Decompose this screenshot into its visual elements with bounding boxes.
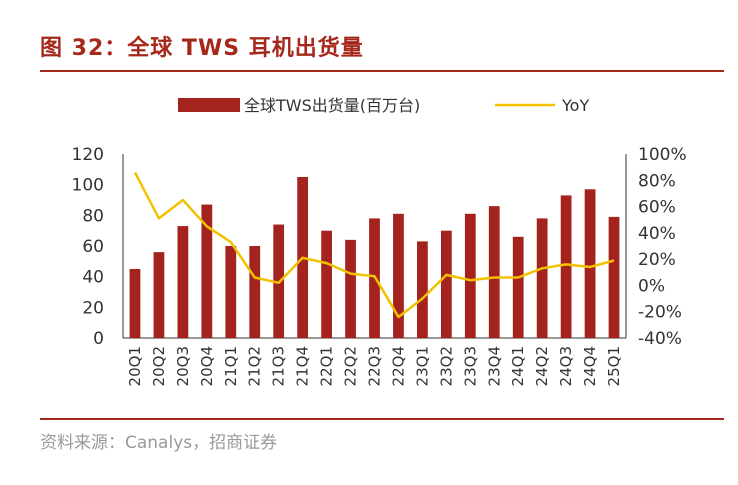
x-tick-label: 20Q2 (150, 346, 168, 386)
x-tick-label: 24Q3 (557, 346, 575, 386)
right-tick-label: 40% (638, 224, 676, 244)
x-tick-label: 23Q1 (413, 346, 431, 386)
source-note: 资料来源：Canalys，招商证券 (40, 433, 278, 453)
x-tick-label: 22Q1 (318, 346, 336, 386)
bar-23Q2 (440, 230, 452, 338)
left-tick-label: 20 (82, 298, 104, 318)
bar-20Q2 (153, 252, 165, 338)
x-axis-labels: 20Q1 20Q2 20Q3 20Q4 21Q1 21Q2 21Q3 21Q4 22Q1 22Q2… (126, 346, 623, 386)
x-tick-label: 24Q1 (509, 346, 527, 386)
title-divider (40, 70, 724, 72)
bar-20Q4 (201, 204, 213, 338)
legend: 全球TWS出货量(百万台) YoY (178, 96, 589, 115)
bar-series (129, 177, 620, 338)
bar-22Q2 (345, 239, 356, 338)
x-tick-label: 20Q3 (174, 346, 192, 386)
right-tick-label: 20% (638, 250, 676, 270)
bar-23Q1 (417, 241, 428, 338)
right-tick-label: 100% (638, 145, 687, 165)
bar-24Q4 (584, 189, 596, 338)
x-tick-label: 22Q4 (389, 346, 407, 386)
x-tick-label: 24Q4 (581, 346, 599, 386)
x-tick-label: 21Q2 (246, 346, 264, 386)
left-tick-label: 40 (82, 268, 104, 288)
bar-21Q2 (249, 246, 261, 338)
right-tick-label: -40% (638, 329, 682, 349)
x-tick-label: 21Q3 (270, 346, 288, 386)
footer-divider (40, 418, 724, 420)
right-tick-label: 60% (638, 198, 676, 218)
left-tick-label: 60 (82, 237, 104, 257)
x-tick-label: 21Q1 (222, 346, 240, 386)
bar-24Q2 (536, 218, 548, 338)
chart-title: 图 32：全球 TWS 耳机出货量 (40, 36, 364, 61)
bar-24Q1 (512, 236, 524, 338)
x-tick-label: 22Q3 (366, 346, 384, 386)
left-tick-label: 100 (72, 176, 104, 196)
bar-24Q3 (560, 195, 572, 338)
legend-line-label: YoY (561, 96, 589, 115)
left-tick-label: 0 (93, 329, 104, 349)
right-tick-label: -20% (638, 303, 682, 323)
bar-20Q1 (129, 269, 141, 338)
right-axis-labels: -40% -20% 0% 20% 40% 60% 80% 100% (638, 145, 687, 349)
left-tick-label: 120 (72, 145, 104, 165)
x-tick-label: 23Q3 (461, 346, 479, 386)
x-tick-label: 23Q2 (437, 346, 455, 386)
bar-22Q1 (321, 230, 332, 338)
bar-22Q4 (393, 213, 404, 338)
bar-20Q3 (177, 226, 189, 338)
x-tick-label: 20Q4 (198, 346, 216, 386)
yoy-line (133, 171, 615, 319)
x-tick-label: 20Q1 (126, 346, 144, 386)
x-tick-label: 22Q2 (342, 346, 360, 386)
left-axis-labels: 0 20 40 60 80 100 120 (72, 145, 104, 349)
legend-bar-label: 全球TWS出货量(百万台) (244, 96, 420, 115)
x-tick-label: 25Q1 (605, 346, 623, 386)
yoy-series (133, 171, 615, 319)
left-tick-label: 80 (82, 206, 104, 226)
legend-bar-swatch (178, 98, 240, 112)
x-tick-label: 24Q2 (533, 346, 551, 386)
right-tick-label: 80% (638, 171, 676, 191)
x-tick-label: 21Q4 (294, 346, 312, 386)
bar-21Q1 (225, 246, 237, 338)
bar-23Q3 (464, 213, 476, 338)
bar-23Q4 (488, 206, 500, 338)
bar-25Q1 (608, 216, 620, 338)
right-tick-label: 0% (638, 276, 665, 296)
x-tick-label: 23Q4 (485, 346, 503, 386)
